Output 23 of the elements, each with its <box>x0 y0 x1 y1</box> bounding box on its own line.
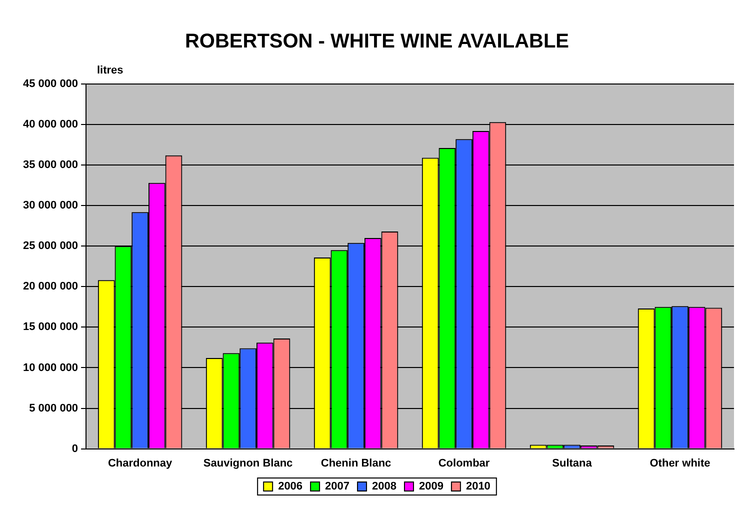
y-tick-label: 10 000 000 <box>22 362 78 374</box>
y-tick-label: 30 000 000 <box>22 200 78 212</box>
y-tick-label: 40 000 000 <box>22 118 78 131</box>
x-tick-label: Sultana <box>552 457 593 470</box>
x-tick-label: Other white <box>650 457 710 470</box>
y-tick-label: 45 000 000 <box>22 78 78 90</box>
x-tick-label: Colombar <box>438 457 490 470</box>
y-tick-label: 35 000 000 <box>22 159 78 172</box>
y-tick-label: 15 000 000 <box>22 321 78 334</box>
y-tick-label: 25 000 000 <box>22 240 78 252</box>
y-tick-label: 20 000 000 <box>22 280 78 293</box>
x-tick-label: Chardonnay <box>108 457 174 470</box>
legend-label: 2007 <box>325 480 350 493</box>
legend-label: 2008 <box>372 480 396 493</box>
legend-label: 2009 <box>418 480 444 493</box>
legend-label: 2010 <box>466 480 490 493</box>
y-axis-title: litres <box>97 64 124 77</box>
x-tick-label: Sauvignon Blanc <box>203 457 293 470</box>
legend-label: 2006 <box>278 480 303 493</box>
chart-title: ROBERTSON - WHITE WINE AVAILABLE <box>184 30 570 53</box>
y-tick-label: 5 000 000 <box>29 402 78 414</box>
x-tick-label: Chenin Blanc <box>320 457 392 470</box>
y-tick-label: 0 <box>72 442 78 455</box>
